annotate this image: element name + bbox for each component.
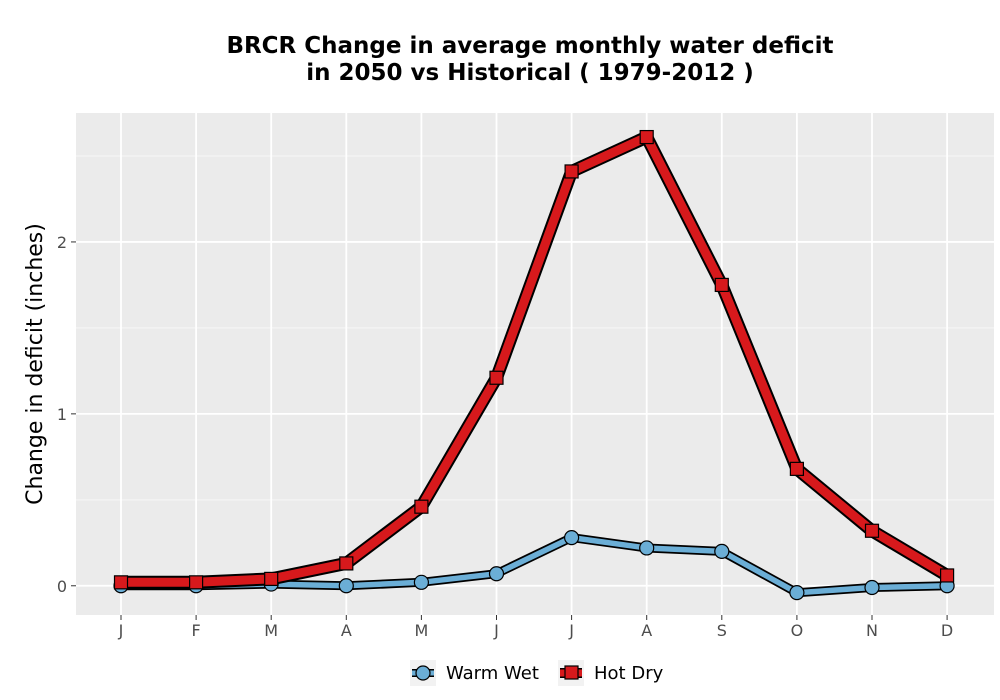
data-point-hot-dry [789,461,805,476]
data-point-hot-dry [113,575,129,590]
y-tick-label: 1 [57,405,67,424]
data-point-hot-dry [414,499,429,514]
chart-title-line-1: BRCR Change in average monthly water def… [226,33,833,59]
legend-label-warm-wet: Warm Wet [446,663,539,684]
data-point-warm-wet [864,579,880,596]
data-point-warm-wet [338,578,354,594]
series-line-hot-dry [116,132,952,587]
data-point-hot-dry [864,523,880,538]
legend-marker-hot-dry [564,665,579,680]
data-point-warm-wet [789,585,805,601]
y-axis-title: Change in deficit (inches) [23,223,48,505]
data-point-warm-wet [563,530,580,546]
x-tick-label: F [191,621,200,640]
x-tick-label: N [866,621,878,640]
data-point-hot-dry [639,129,654,145]
y-tick-label: 2 [57,233,67,252]
axis-ticks: 0 1 2 J F M A M J J A S O N D [57,233,953,640]
x-tick-label: J [493,621,499,640]
data-point-hot-dry [939,568,955,583]
x-tick-label: O [791,621,804,640]
legend-label-hot-dry: Hot Dry [594,663,664,684]
x-tick-label: M [414,621,428,640]
chart-title-line-2: in 2050 vs Historical ( 1979-2012 ) [306,60,753,86]
x-tick-label: S [717,621,727,640]
plot-panel [76,113,994,615]
data-point-hot-dry [339,556,354,571]
data-point-hot-dry [564,164,579,179]
data-point-warm-wet [639,540,655,556]
x-tick-label: D [941,621,953,640]
data-point-hot-dry [189,575,204,590]
legend: Warm Wet Hot Dry [410,660,664,686]
x-tick-label: M [264,621,278,640]
data-point-hot-dry [264,571,279,586]
data-point-warm-wet [488,566,505,582]
series-layer [113,129,955,601]
x-tick-label: A [641,621,652,640]
y-tick-label: 0 [57,577,67,596]
x-tick-label: A [341,621,352,640]
data-point-hot-dry [489,370,504,385]
x-tick-label: J [118,621,124,640]
data-point-warm-wet [714,543,730,559]
data-point-hot-dry [714,277,729,293]
legend-marker-warm-wet [415,665,431,681]
x-tick-label: J [568,621,574,640]
grid-lines [76,113,994,615]
data-point-warm-wet [413,574,429,590]
